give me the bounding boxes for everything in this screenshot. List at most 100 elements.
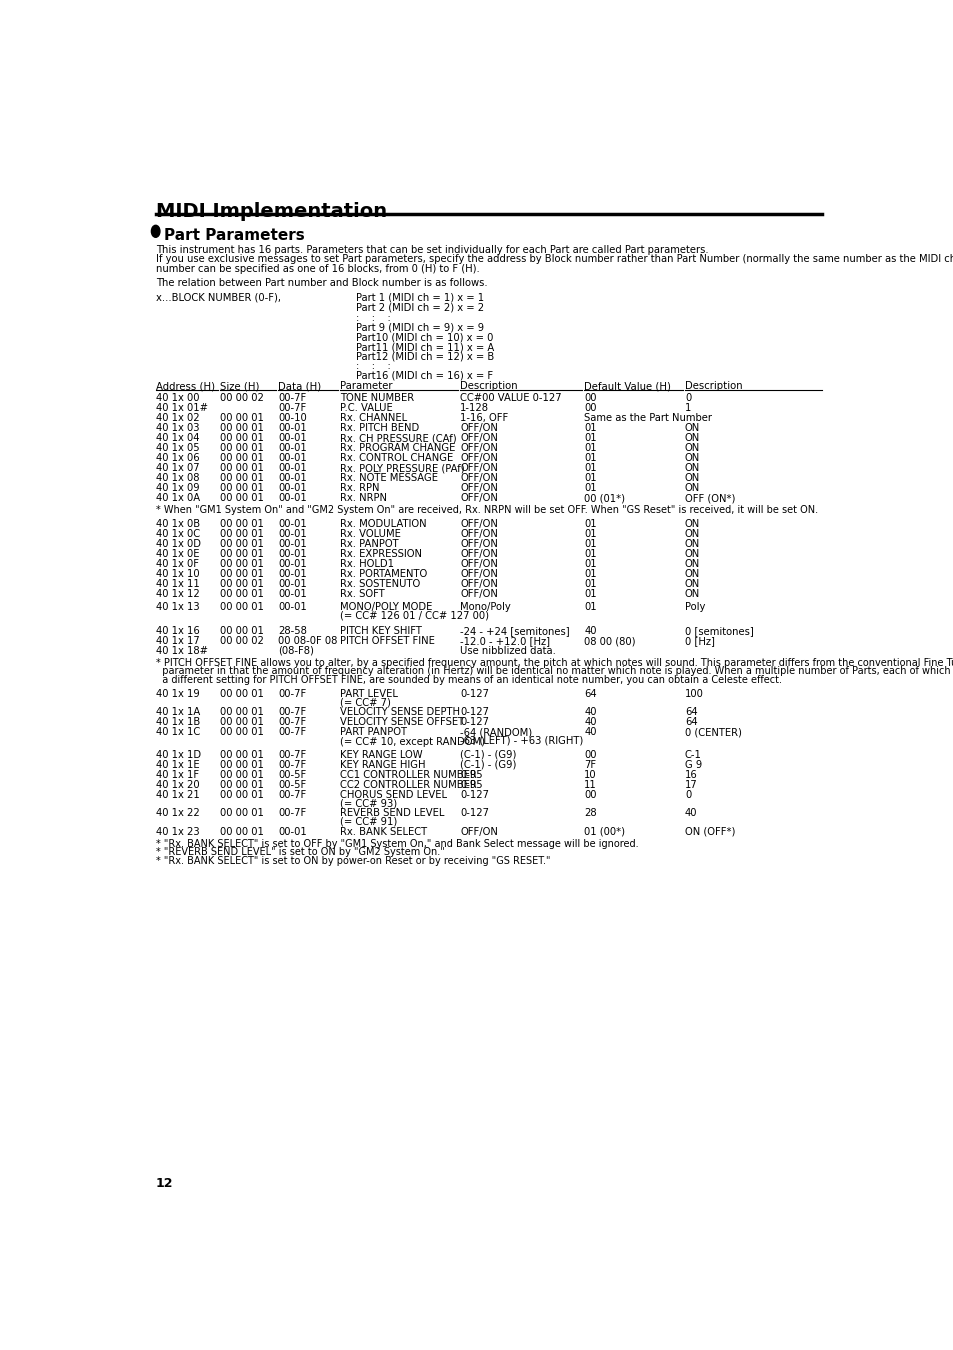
Text: OFF (ON*): OFF (ON*) xyxy=(684,493,735,504)
Text: 00-01: 00-01 xyxy=(278,826,307,837)
Text: 01: 01 xyxy=(583,579,597,589)
Text: ON: ON xyxy=(684,483,700,493)
Text: 40 1x 06: 40 1x 06 xyxy=(155,454,199,463)
Text: 40 1x 00: 40 1x 00 xyxy=(155,393,199,404)
Text: Rx. NRPN: Rx. NRPN xyxy=(340,493,387,504)
Text: OFF/ON: OFF/ON xyxy=(459,472,497,483)
Text: Rx. RPN: Rx. RPN xyxy=(340,483,379,493)
Text: * PITCH OFFSET FINE allows you to alter, by a specified frequency amount, the pi: * PITCH OFFSET FINE allows you to alter,… xyxy=(155,657,953,668)
Text: ON: ON xyxy=(684,539,700,548)
Text: 40 1x 0D: 40 1x 0D xyxy=(155,539,200,548)
Text: 00-01: 00-01 xyxy=(278,483,307,493)
Text: 40 1x 07: 40 1x 07 xyxy=(155,463,199,472)
Text: * When "GM1 System On" and "GM2 System On" are received, Rx. NRPN will be set OF: * When "GM1 System On" and "GM2 System O… xyxy=(155,505,817,516)
Text: Part11 (MIDI ch = 11) x = A: Part11 (MIDI ch = 11) x = A xyxy=(355,342,494,352)
Text: 00-01: 00-01 xyxy=(278,568,307,579)
Text: ON: ON xyxy=(684,579,700,589)
Text: Default Value (H): Default Value (H) xyxy=(583,382,671,391)
Text: CC#00 VALUE 0-127: CC#00 VALUE 0-127 xyxy=(459,393,561,404)
Text: 00 00 01: 00 00 01 xyxy=(220,559,264,568)
Text: Size (H): Size (H) xyxy=(220,382,259,391)
Text: Use nibblized data.: Use nibblized data. xyxy=(459,645,556,656)
Text: OFF/ON: OFF/ON xyxy=(459,518,497,528)
Text: 00-7F: 00-7F xyxy=(278,707,306,717)
Text: 00-01: 00-01 xyxy=(278,433,307,443)
Text: ON: ON xyxy=(684,589,700,598)
Text: KEY RANGE LOW: KEY RANGE LOW xyxy=(340,749,422,760)
Text: 40 1x 1C: 40 1x 1C xyxy=(155,728,200,737)
Text: OFF/ON: OFF/ON xyxy=(459,433,497,443)
Text: 40 1x 01#: 40 1x 01# xyxy=(155,404,208,413)
Text: Description: Description xyxy=(459,382,517,391)
Text: 40 1x 0C: 40 1x 0C xyxy=(155,528,199,539)
Text: 00 00 01: 00 00 01 xyxy=(220,717,264,728)
Text: KEY RANGE HIGH: KEY RANGE HIGH xyxy=(340,760,425,770)
Text: Rx. EXPRESSION: Rx. EXPRESSION xyxy=(340,548,421,559)
Text: 00 00 02: 00 00 02 xyxy=(220,393,264,404)
Text: 00-5F: 00-5F xyxy=(278,769,306,779)
Text: Rx. CH PRESSURE (CAf): Rx. CH PRESSURE (CAf) xyxy=(340,433,456,443)
Text: 40 1x 18#: 40 1x 18# xyxy=(155,645,208,656)
Text: 00-7F: 00-7F xyxy=(278,760,306,770)
Text: OFF/ON: OFF/ON xyxy=(459,539,497,548)
Text: 00-5F: 00-5F xyxy=(278,779,306,790)
Text: 00 00 01: 00 00 01 xyxy=(220,728,264,737)
Text: 00-01: 00-01 xyxy=(278,528,307,539)
Text: 40: 40 xyxy=(583,707,597,717)
Text: Description: Description xyxy=(684,382,741,391)
Text: 40 1x 1E: 40 1x 1E xyxy=(155,760,199,770)
Text: 0-95: 0-95 xyxy=(459,779,482,790)
Text: 0-127: 0-127 xyxy=(459,707,489,717)
Text: 40: 40 xyxy=(583,717,597,728)
Text: 1: 1 xyxy=(684,404,691,413)
Text: 00 00 01: 00 00 01 xyxy=(220,579,264,589)
Text: 00 00 01: 00 00 01 xyxy=(220,528,264,539)
Text: If you use exclusive messages to set Part parameters, specify the address by Blo: If you use exclusive messages to set Par… xyxy=(155,254,953,265)
Text: Address (H): Address (H) xyxy=(155,382,214,391)
Text: 00 00 01: 00 00 01 xyxy=(220,749,264,760)
Text: Rx. SOSTENUTO: Rx. SOSTENUTO xyxy=(340,579,420,589)
Text: 40 1x 21: 40 1x 21 xyxy=(155,790,199,799)
Text: 0 [Hz]: 0 [Hz] xyxy=(684,636,714,647)
Text: OFF/ON: OFF/ON xyxy=(459,579,497,589)
Text: 0 [semitones]: 0 [semitones] xyxy=(684,626,753,636)
Text: OFF/ON: OFF/ON xyxy=(459,589,497,598)
Text: 00-01: 00-01 xyxy=(278,602,307,613)
Text: Rx. BANK SELECT: Rx. BANK SELECT xyxy=(340,826,427,837)
Text: 40 1x 0A: 40 1x 0A xyxy=(155,493,199,504)
Text: (C-1) - (G9): (C-1) - (G9) xyxy=(459,760,517,770)
Text: Rx. CHANNEL: Rx. CHANNEL xyxy=(340,413,407,423)
Text: 28: 28 xyxy=(583,809,597,818)
Text: -63 (LEFT) - +63 (RIGHT): -63 (LEFT) - +63 (RIGHT) xyxy=(459,736,583,745)
Text: 00-7F: 00-7F xyxy=(278,809,306,818)
Text: 40 1x 11: 40 1x 11 xyxy=(155,579,199,589)
Text: Part12 (MIDI ch = 12) x = B: Part12 (MIDI ch = 12) x = B xyxy=(355,351,494,362)
Circle shape xyxy=(152,225,160,238)
Text: 00 00 01: 00 00 01 xyxy=(220,518,264,528)
Text: * "Rx. BANK SELECT" is set to OFF by "GM1 System On," and Bank Select message wi: * "Rx. BANK SELECT" is set to OFF by "GM… xyxy=(155,838,638,849)
Text: * "Rx. BANK SELECT" is set to ON by power-on Reset or by receiving "GS RESET.": * "Rx. BANK SELECT" is set to ON by powe… xyxy=(155,856,550,865)
Text: 00-01: 00-01 xyxy=(278,443,307,454)
Text: 40 1x 20: 40 1x 20 xyxy=(155,779,199,790)
Text: Rx. HOLD1: Rx. HOLD1 xyxy=(340,559,394,568)
Text: Rx. VOLUME: Rx. VOLUME xyxy=(340,528,400,539)
Text: 00 00 01: 00 00 01 xyxy=(220,413,264,423)
Text: 40 1x 19: 40 1x 19 xyxy=(155,688,199,699)
Text: OFF/ON: OFF/ON xyxy=(459,483,497,493)
Text: 40 1x 1D: 40 1x 1D xyxy=(155,749,200,760)
Text: 00 00 01: 00 00 01 xyxy=(220,433,264,443)
Text: -24 - +24 [semitones]: -24 - +24 [semitones] xyxy=(459,626,569,636)
Text: 00 00 01: 00 00 01 xyxy=(220,707,264,717)
Text: (= CC# 10, except RANDOM): (= CC# 10, except RANDOM) xyxy=(340,737,485,747)
Text: Part 1 (MIDI ch = 1) x = 1: Part 1 (MIDI ch = 1) x = 1 xyxy=(355,293,483,302)
Text: -12.0 - +12.0 [Hz]: -12.0 - +12.0 [Hz] xyxy=(459,636,550,647)
Text: 0-127: 0-127 xyxy=(459,688,489,699)
Text: 40 1x 23: 40 1x 23 xyxy=(155,826,199,837)
Text: 00 00 01: 00 00 01 xyxy=(220,826,264,837)
Text: 40: 40 xyxy=(583,626,597,636)
Text: 00 00 01: 00 00 01 xyxy=(220,589,264,598)
Text: Part 9 (MIDI ch = 9) x = 9: Part 9 (MIDI ch = 9) x = 9 xyxy=(355,323,483,333)
Text: 00 00 01: 00 00 01 xyxy=(220,472,264,483)
Text: 00-01: 00-01 xyxy=(278,589,307,598)
Text: 00: 00 xyxy=(583,790,597,799)
